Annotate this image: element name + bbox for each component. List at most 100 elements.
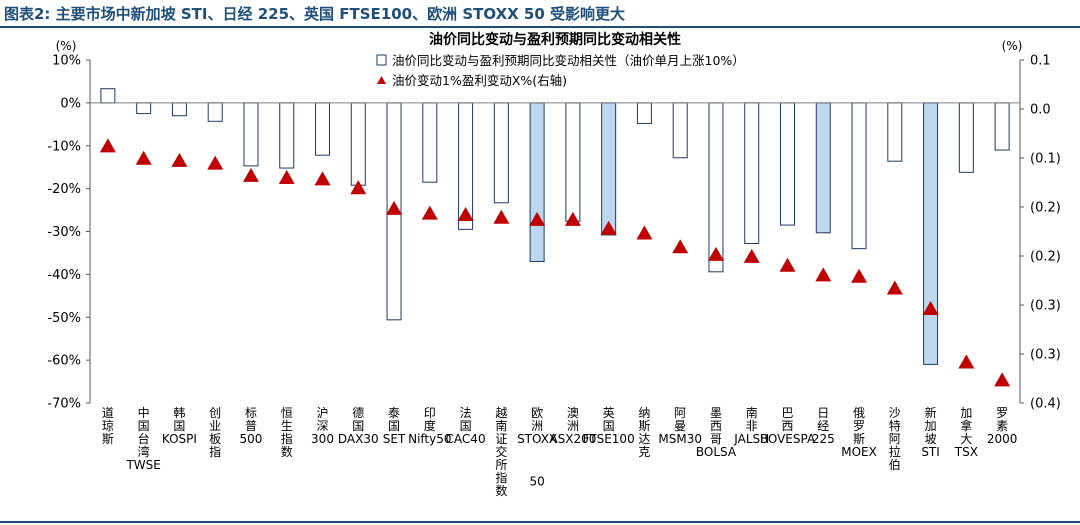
marker-point: [815, 267, 832, 282]
category-label: 恒生指数: [281, 406, 293, 459]
left-axis-unit: (%): [56, 39, 77, 53]
bar: [636, 102, 652, 124]
category-label: 南非 JALSH: [733, 405, 769, 446]
category-label: 墨西哥 BOLSA: [696, 406, 737, 459]
category-label: 沙特阿拉伯: [889, 406, 901, 472]
legend-label-bar: 油价同比变动与盈利预期同比变动相关性（油价单月上涨10%）: [392, 53, 745, 68]
chart: 油价同比变动与盈利预期同比变动相关性 (%) (%) 油价同比变动与盈利预期同比…: [47, 31, 1060, 499]
bar: [601, 102, 617, 236]
marker-point: [564, 211, 581, 226]
left-tick-label: -10%: [47, 139, 81, 154]
left-tick-label: -20%: [47, 182, 81, 197]
left-tick-label: -30%: [47, 225, 81, 240]
category-label: 英国 FTSE100: [583, 406, 635, 446]
left-tick-label: 10%: [52, 54, 81, 69]
left-tick-label: 0%: [60, 96, 81, 111]
bar: [529, 102, 545, 263]
right-tick-label: 0.1: [1030, 54, 1051, 69]
category-label: 泰国 SET: [383, 406, 406, 446]
chart-title: 油价同比变动与盈利预期同比变动相关性: [429, 31, 681, 48]
category-label: 加拿大 TSX: [954, 406, 978, 459]
category-label: 中国台湾 TWSE: [125, 405, 160, 472]
bottom-rule: [0, 521, 1080, 523]
category-label: 罗素 2000: [987, 406, 1018, 446]
bar: [315, 102, 330, 156]
category-label: 印度 Nifty50: [408, 406, 451, 446]
right-tick-label: 0.0: [1030, 103, 1051, 118]
bar: [851, 102, 867, 250]
left-tick-label: -70%: [47, 397, 81, 412]
figure-caption: 图表2: 主要市场中新加坡 STI、日经 225、英国 FTSE100、欧洲 S…: [4, 5, 626, 23]
figure-header: 图表2: 主要市场中新加坡 STI、日经 225、英国 FTSE100、欧洲 S…: [0, 0, 1080, 28]
marker-point: [421, 205, 438, 220]
marker-point: [171, 152, 188, 167]
bar: [708, 102, 724, 273]
bar: [994, 102, 1010, 151]
marker-point: [242, 167, 259, 182]
legend-swatch-bar: [376, 54, 387, 66]
marker-point: [350, 180, 367, 195]
marker-point: [994, 372, 1011, 387]
marker-point: [743, 248, 760, 263]
marker-point: [207, 155, 224, 170]
bar: [780, 102, 795, 226]
marker-point: [529, 211, 546, 226]
bar: [493, 102, 509, 204]
marker-point: [99, 138, 116, 153]
category-label: 纳斯达克: [638, 406, 650, 459]
category-label: 新加坡 STI: [921, 405, 940, 459]
bar: [565, 102, 581, 222]
marker-point: [886, 280, 903, 295]
right-tick-label: (0.2): [1030, 250, 1061, 265]
category-label: 越南证交所指数: [495, 406, 507, 498]
right-tick-label: (0.2): [1030, 201, 1061, 216]
marker-point: [958, 354, 975, 369]
category-label: 澳洲 ASX200: [549, 406, 596, 446]
right-tick-label: (0.3): [1030, 348, 1061, 363]
bar: [100, 88, 116, 104]
marker-point: [851, 268, 868, 283]
marker-point: [493, 209, 510, 224]
left-tick-label: -40%: [47, 268, 81, 283]
legend-swatch-marker: [377, 76, 386, 84]
right-axis-unit: (%): [1002, 39, 1023, 53]
marker-point: [707, 246, 724, 261]
category-label: 创业板指: [209, 406, 221, 459]
marker-point: [135, 150, 152, 165]
legend-label-marker: 油价变动1%盈利变动X%(右轴): [392, 73, 567, 88]
category-label: 韩国 KOSPI: [162, 405, 197, 446]
category-label: 德国 DAX30: [338, 405, 379, 446]
category-label: 阿曼 MSM30: [658, 406, 702, 446]
marker-point: [278, 169, 295, 184]
category-label: 欧洲 STOXX 50: [517, 406, 557, 489]
bar: [207, 102, 223, 122]
marker-point: [922, 301, 939, 316]
bar: [422, 102, 438, 183]
marker-point: [386, 200, 403, 215]
legend: 油价同比变动与盈利预期同比变动相关性（油价单月上涨10%） 油价变动1%盈利变动…: [376, 53, 745, 88]
bar: [923, 102, 939, 365]
marker-point: [600, 220, 617, 235]
marker-point: [672, 239, 689, 254]
bar: [744, 102, 760, 245]
plot-area: 10% 0% -10% -20% -30% -40% -50% -60% -70% 0.1 0.0 (…: [47, 54, 1060, 499]
bar: [279, 102, 295, 169]
category-label: 沪深 300: [311, 406, 334, 446]
bar: [815, 102, 831, 234]
left-tick-label: -50%: [47, 311, 81, 326]
category-label: 日经 225: [812, 406, 835, 446]
category-label: 标普 500: [240, 406, 263, 446]
category-label: 俄罗斯 MOEX: [841, 406, 877, 459]
marker-point: [457, 207, 474, 222]
bar: [350, 102, 366, 186]
category-label: 道琼斯: [102, 406, 114, 446]
bar: [171, 102, 187, 117]
category-label: 法国 CAC40: [446, 406, 486, 446]
bar: [243, 102, 259, 167]
left-tick-label: -60%: [47, 354, 81, 369]
marker-point: [779, 257, 796, 272]
bar: [887, 102, 903, 162]
marker-point: [636, 225, 653, 240]
right-tick-label: (0.4): [1030, 397, 1061, 412]
bar: [958, 102, 974, 173]
